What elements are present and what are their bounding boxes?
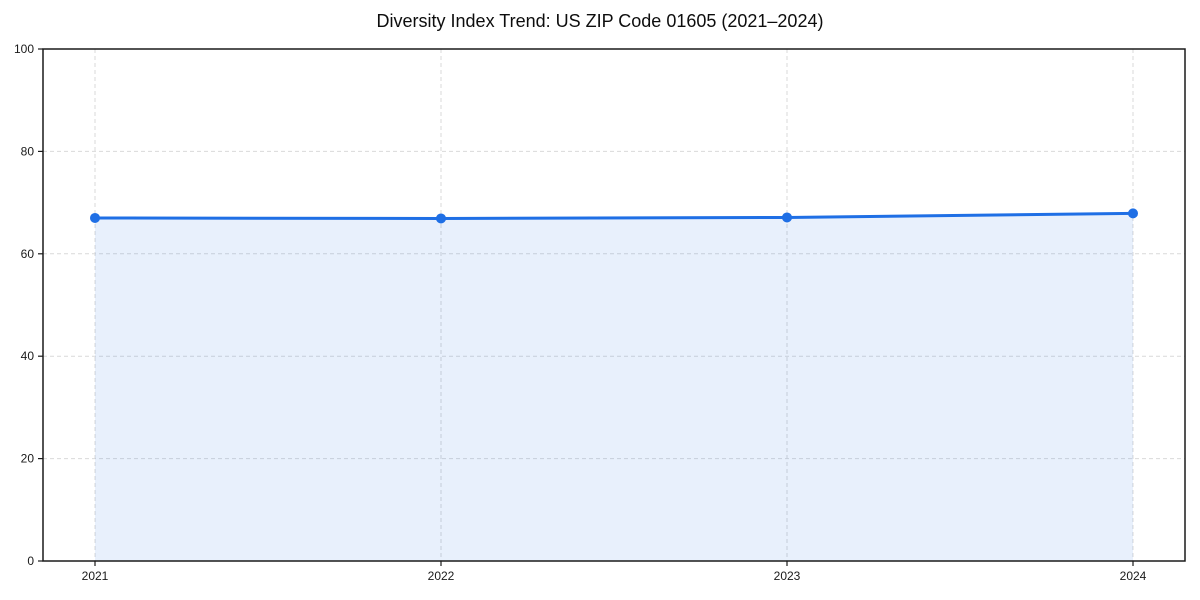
plot-border	[42, 48, 1186, 562]
chart-title: Diversity Index Trend: US ZIP Code 01605…	[376, 11, 824, 31]
x-tick-label: 2021	[82, 569, 109, 583]
x-tick-label: 2022	[428, 569, 455, 583]
data-point-2023	[782, 212, 792, 223]
y-tick-label: 60	[21, 247, 35, 261]
y-tick-label: 0	[27, 554, 34, 568]
y-tick-label: 20	[21, 452, 35, 466]
y-tick-label: 100	[14, 42, 34, 56]
data-point-2021	[90, 212, 100, 223]
trend-line	[93, 211, 1135, 220]
x-tick-label: 2023	[774, 569, 801, 583]
y-tick-label: 80	[21, 144, 35, 158]
area-fill	[95, 213, 1133, 562]
x-tick-label: 2024	[1120, 569, 1147, 583]
y-tick-label: 40	[21, 349, 35, 363]
data-point-2024	[1128, 208, 1138, 219]
data-point-2022	[436, 213, 446, 224]
